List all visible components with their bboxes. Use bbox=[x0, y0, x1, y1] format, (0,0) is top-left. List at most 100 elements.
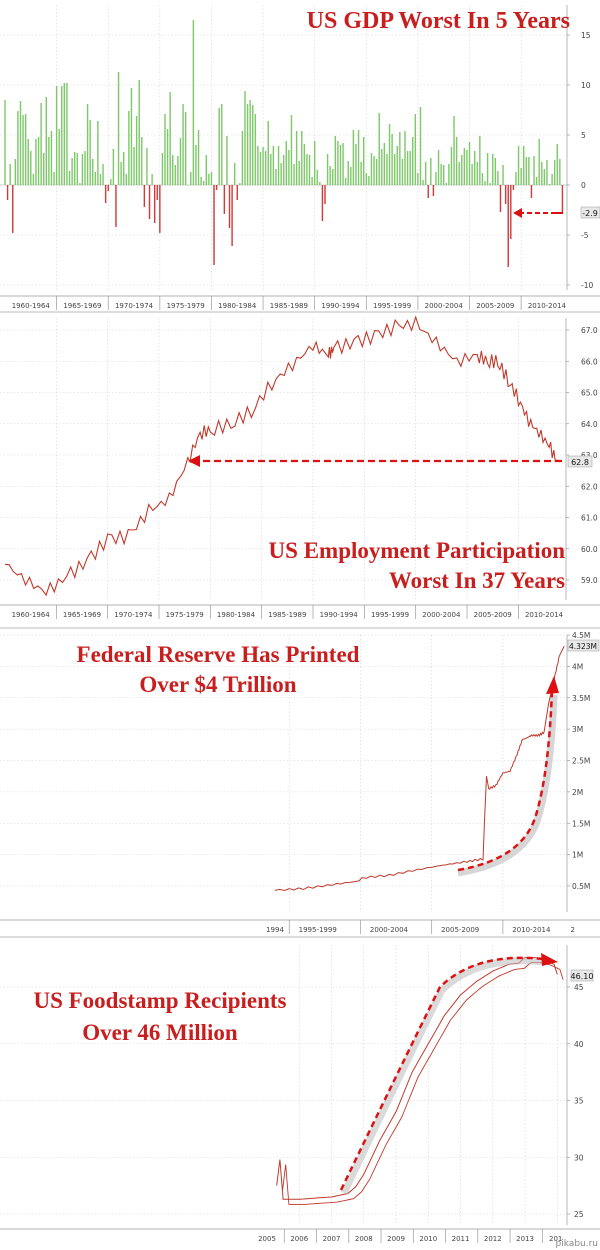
gdp-bar bbox=[30, 151, 32, 185]
gdp-xtick-label: 1960-1964 bbox=[12, 302, 51, 310]
gdp-bar bbox=[73, 152, 76, 185]
gdp-bar bbox=[378, 113, 380, 185]
gdp-bar bbox=[53, 172, 55, 185]
gdp-ytick-label: 0 bbox=[581, 181, 586, 190]
gdp-bar bbox=[218, 108, 220, 185]
gdp-bar bbox=[288, 150, 290, 185]
gdp-bar bbox=[347, 161, 349, 185]
fed-balance-series-line bbox=[274, 645, 565, 892]
gdp-bar bbox=[352, 130, 355, 185]
gdp-bar bbox=[153, 185, 156, 223]
gdp-bar bbox=[430, 158, 432, 185]
gdp-bar bbox=[169, 92, 171, 185]
participation-ytick-label: 66.0 bbox=[581, 357, 598, 366]
gdp-bar bbox=[32, 174, 35, 185]
gdp-bar bbox=[419, 107, 422, 185]
gdp-bar bbox=[386, 154, 388, 185]
participation-xtick-label: 1995-1999 bbox=[371, 611, 409, 619]
fed-last-value-box bbox=[567, 639, 600, 652]
gdp-bar bbox=[120, 162, 122, 185]
gdp-bar bbox=[151, 174, 153, 185]
gdp-bar bbox=[254, 114, 257, 185]
gdp-bar bbox=[432, 185, 435, 196]
gdp-chart: 15 10 5 0 -5 -10 1960-1964 1965-1969 1970-1974 1… bbox=[0, 5, 600, 310]
foodstamp-ytick-label: 40 bbox=[574, 1040, 584, 1049]
gdp-bar bbox=[146, 148, 148, 185]
gdp-bar bbox=[226, 136, 228, 185]
gdp-bar bbox=[396, 146, 398, 185]
gdp-ytick-label: -10 bbox=[581, 281, 593, 290]
gdp-xtick-label: 2005-2009 bbox=[476, 302, 514, 310]
gdp-bar bbox=[533, 156, 535, 185]
participation-ytick-label: 67.0 bbox=[581, 326, 598, 335]
gdp-ytick-label: 10 bbox=[581, 81, 591, 90]
participation-ytick-label: 62.0 bbox=[581, 482, 598, 491]
gdp-bar bbox=[466, 150, 468, 185]
gdp-bar bbox=[458, 162, 460, 185]
fed-ytick-label: 3.5M bbox=[572, 694, 590, 703]
gdp-bar bbox=[453, 116, 455, 185]
gdp-bar bbox=[306, 154, 308, 185]
gdp-bar bbox=[130, 88, 133, 185]
gdp-bar bbox=[290, 115, 293, 185]
gdp-bar bbox=[252, 105, 254, 185]
participation-last-value-box bbox=[567, 455, 593, 468]
gdp-bar bbox=[502, 165, 504, 185]
fed-last-value-label: 4.323M bbox=[569, 642, 597, 651]
gdp-bar bbox=[293, 164, 295, 185]
gdp-bar bbox=[270, 154, 272, 185]
foodstamp-xtick-label: 2008 bbox=[355, 1235, 373, 1243]
participation-xtick-label: 1975-1979 bbox=[166, 611, 204, 619]
participation-series-line bbox=[4, 315, 560, 597]
gdp-xtick-label: 1990-1994 bbox=[321, 302, 360, 310]
gdp-chart-title: US GDP Worst In 5 Years bbox=[307, 8, 570, 34]
gdp-bar bbox=[422, 180, 424, 185]
gdp-bar bbox=[179, 138, 182, 185]
gdp-bar bbox=[342, 143, 344, 185]
gdp-bar bbox=[79, 183, 81, 185]
gdp-bar bbox=[174, 165, 177, 185]
gdp-xtick-label: 1965-1969 bbox=[63, 302, 101, 310]
gdp-last-value-box bbox=[580, 206, 600, 219]
participation-xtick-label: 2000-2004 bbox=[422, 611, 461, 619]
foodstamp-trend-arrow bbox=[339, 953, 558, 1195]
gdp-bar bbox=[45, 97, 47, 185]
participation-ytick-label: 63.0 bbox=[581, 451, 598, 460]
fed-ytick-label: 2.5M bbox=[572, 757, 590, 766]
gdp-bar bbox=[249, 100, 251, 185]
participation-arrow bbox=[188, 455, 562, 467]
gdp-bar bbox=[161, 153, 164, 185]
gdp-bar bbox=[523, 146, 525, 185]
gdp-bar bbox=[99, 174, 102, 185]
gdp-bar bbox=[401, 159, 404, 185]
fed-ytick-label: 0.5M bbox=[572, 882, 590, 891]
gdp-bar bbox=[399, 132, 401, 185]
gdp-bar bbox=[350, 167, 352, 185]
participation-xtick-label: 1965-1969 bbox=[63, 611, 101, 619]
gdp-bar bbox=[556, 144, 558, 185]
gdp-bar bbox=[14, 159, 17, 185]
gdp-bar bbox=[370, 153, 373, 185]
gdp-bar bbox=[205, 155, 207, 185]
fed-ytick-label: 3M bbox=[572, 725, 583, 734]
participation-ytick-label: 65.0 bbox=[581, 389, 598, 398]
gdp-bar bbox=[334, 136, 337, 185]
gdp-bar bbox=[115, 185, 117, 227]
gdp-bar bbox=[463, 148, 466, 185]
gdp-bar bbox=[409, 151, 411, 185]
gdp-bar bbox=[443, 165, 445, 185]
foodstamp-xtick-label: 2006 bbox=[290, 1235, 308, 1243]
gdp-bar bbox=[363, 137, 365, 185]
gdp-bar bbox=[535, 177, 538, 185]
gdp-bar bbox=[319, 182, 321, 185]
gdp-bar bbox=[27, 139, 29, 185]
gdp-bar bbox=[316, 170, 318, 185]
foodstamp-xtick-label: 2005 bbox=[258, 1235, 276, 1243]
gdp-bar bbox=[326, 154, 329, 185]
gdp-bar bbox=[332, 169, 334, 185]
gdp-bar bbox=[58, 129, 60, 185]
gdp-xtick-label: 1975-1979 bbox=[167, 302, 205, 310]
gdp-bar bbox=[479, 136, 481, 185]
gdp-bar bbox=[329, 166, 331, 185]
fed-ytick-label: 2M bbox=[572, 788, 583, 797]
